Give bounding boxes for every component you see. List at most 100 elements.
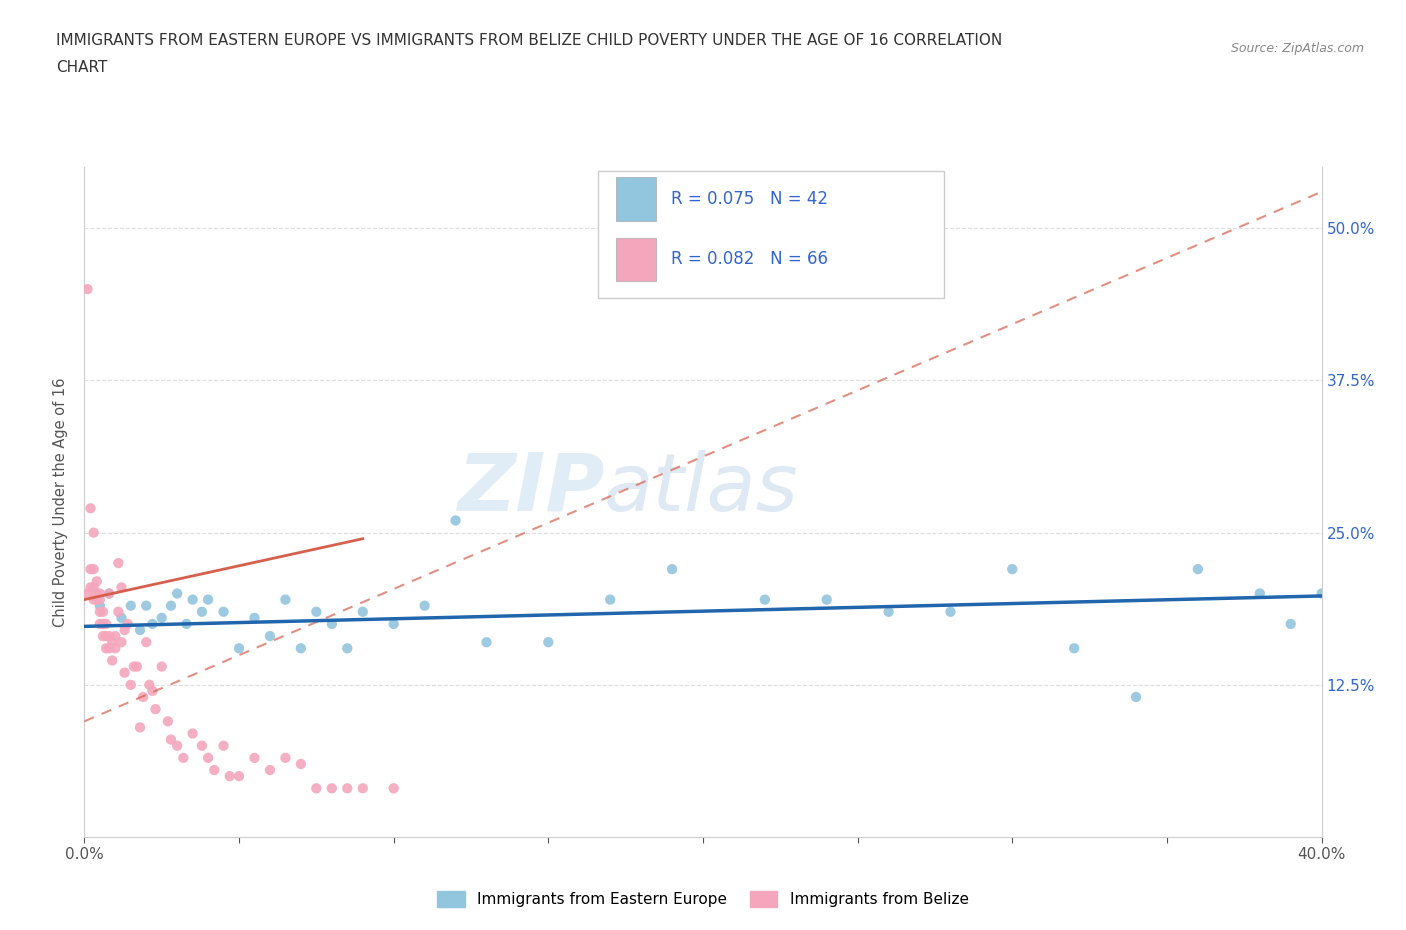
Point [228, 641, 250, 656]
Point [91, 604, 114, 619]
Point [1063, 641, 1085, 656]
Text: CHART: CHART [56, 60, 108, 75]
Point [86, 574, 108, 589]
Point [110, 580, 132, 595]
Point [1187, 562, 1209, 577]
Point [138, 677, 160, 692]
Point [661, 562, 683, 577]
Point [114, 665, 136, 680]
Point [117, 617, 139, 631]
Point [89, 604, 111, 619]
Point [243, 751, 266, 765]
Point [83, 592, 105, 607]
Point [444, 513, 467, 528]
Point [352, 604, 374, 619]
Legend: Immigrants from Eastern Europe, Immigrants from Belize: Immigrants from Eastern Europe, Immigran… [432, 884, 974, 913]
Point [352, 781, 374, 796]
FancyBboxPatch shape [616, 238, 657, 281]
Point [91, 617, 114, 631]
Point [129, 622, 152, 637]
Point [89, 592, 111, 607]
Point [76, 282, 98, 297]
Point [321, 781, 343, 796]
Point [83, 562, 105, 577]
Point [107, 604, 129, 619]
Point [79, 501, 101, 516]
Point [79, 580, 101, 595]
FancyBboxPatch shape [616, 178, 657, 221]
Point [101, 653, 124, 668]
Point [101, 635, 124, 650]
Point [176, 617, 198, 631]
Point [110, 635, 132, 650]
Point [110, 610, 132, 625]
Point [259, 763, 281, 777]
Point [79, 562, 101, 577]
Point [86, 592, 108, 607]
Point [94, 629, 117, 644]
Point [599, 592, 621, 607]
Point [218, 769, 240, 784]
Point [83, 580, 105, 595]
Point [94, 617, 117, 631]
Point [89, 598, 111, 613]
Text: R = 0.075   N = 42: R = 0.075 N = 42 [671, 191, 828, 208]
Point [181, 592, 204, 607]
Text: Source: ZipAtlas.com: Source: ZipAtlas.com [1230, 42, 1364, 55]
Point [939, 604, 962, 619]
Point [290, 756, 312, 771]
Point [202, 763, 225, 777]
Point [104, 641, 127, 656]
Point [150, 610, 173, 625]
Point [141, 684, 163, 698]
Point [76, 586, 98, 601]
Point [98, 586, 121, 601]
Point [212, 604, 235, 619]
Point [191, 604, 214, 619]
Point [122, 659, 145, 674]
Point [877, 604, 900, 619]
Point [305, 781, 328, 796]
Point [172, 751, 194, 765]
Point [91, 629, 114, 644]
Point [321, 617, 343, 631]
Point [413, 598, 436, 613]
Point [120, 677, 142, 692]
Point [336, 641, 359, 656]
Text: IMMIGRANTS FROM EASTERN EUROPE VS IMMIGRANTS FROM BELIZE CHILD POVERTY UNDER THE: IMMIGRANTS FROM EASTERN EUROPE VS IMMIGR… [56, 33, 1002, 47]
Point [197, 751, 219, 765]
Point [83, 525, 105, 540]
Point [135, 598, 157, 613]
Point [150, 659, 173, 674]
Point [259, 629, 281, 644]
Point [191, 738, 214, 753]
Point [382, 781, 405, 796]
Point [86, 586, 108, 601]
Point [1249, 586, 1271, 601]
Point [1001, 562, 1024, 577]
Point [160, 598, 183, 613]
Point [754, 592, 776, 607]
Point [212, 738, 235, 753]
Point [166, 738, 188, 753]
Point [290, 641, 312, 656]
Point [94, 641, 117, 656]
Point [1310, 586, 1333, 601]
Point [815, 592, 838, 607]
Point [89, 617, 111, 631]
Point [243, 610, 266, 625]
Point [132, 689, 155, 704]
Point [181, 726, 204, 741]
Point [537, 635, 560, 650]
Point [1279, 617, 1302, 631]
Point [98, 586, 121, 601]
Point [305, 604, 328, 619]
Point [98, 629, 121, 644]
Point [89, 586, 111, 601]
Point [274, 592, 297, 607]
Point [156, 714, 179, 729]
Y-axis label: Child Poverty Under the Age of 16: Child Poverty Under the Age of 16 [53, 378, 69, 627]
Point [197, 592, 219, 607]
Text: ZIP: ZIP [457, 450, 605, 528]
Point [228, 769, 250, 784]
